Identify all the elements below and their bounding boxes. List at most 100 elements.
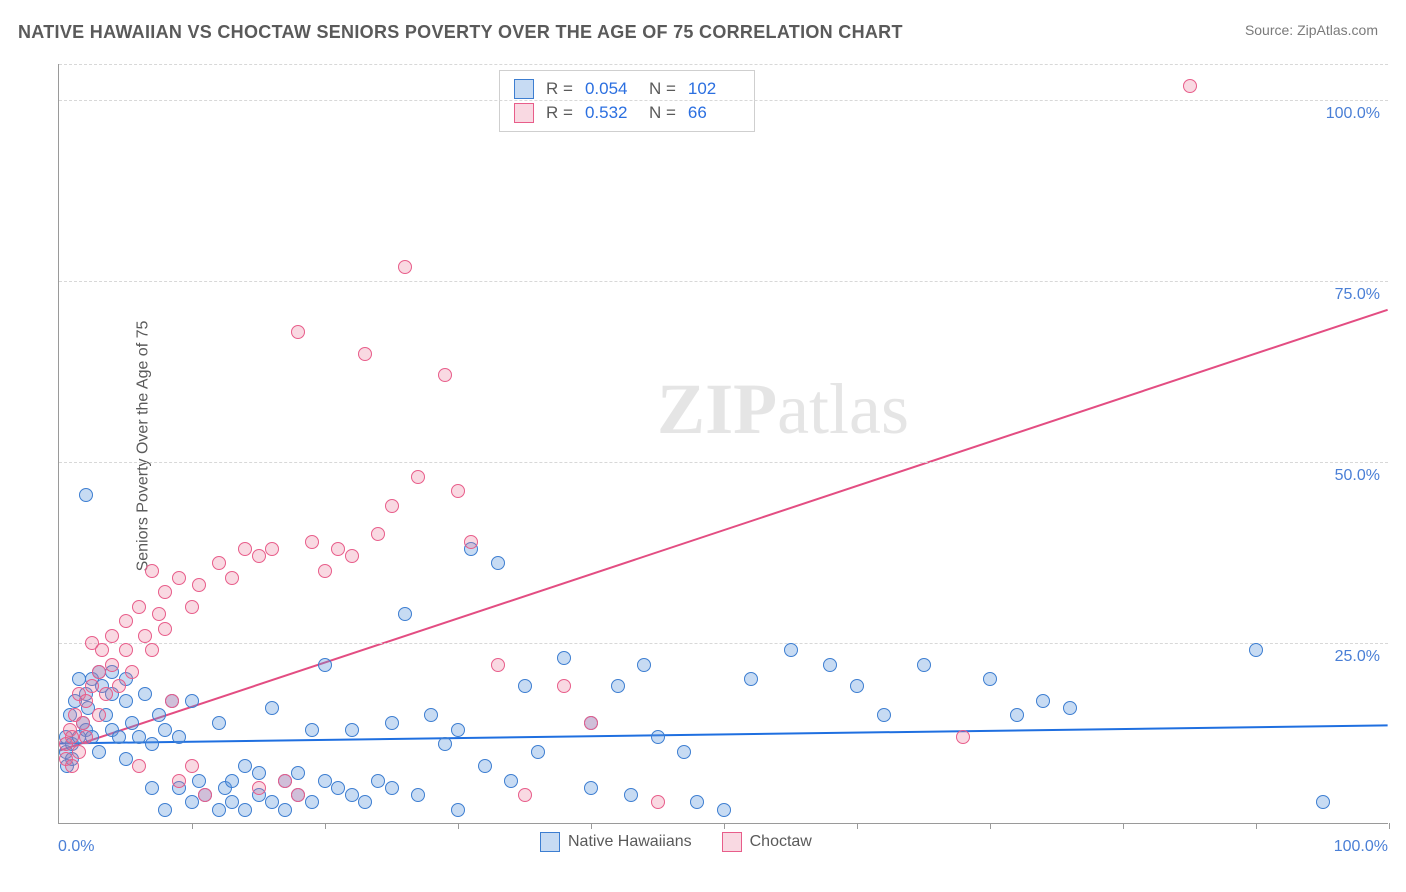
data-point [278, 803, 292, 817]
regression-line [59, 725, 1387, 743]
data-point [172, 774, 186, 788]
data-point [225, 571, 239, 585]
regression-lines [59, 64, 1388, 823]
data-point [1249, 643, 1263, 657]
legend-item: Native Hawaiians [540, 832, 692, 852]
data-point [850, 679, 864, 693]
data-point [345, 549, 359, 563]
data-point [491, 556, 505, 570]
data-point [398, 607, 412, 621]
data-point [345, 723, 359, 737]
data-point [265, 542, 279, 556]
data-point [411, 470, 425, 484]
data-point [917, 658, 931, 672]
data-point [119, 614, 133, 628]
data-point [132, 730, 146, 744]
source-label: Source: [1245, 22, 1297, 38]
data-point [677, 745, 691, 759]
data-point [1010, 708, 1024, 722]
data-point [145, 737, 159, 751]
n-value: 66 [688, 103, 740, 123]
data-point [358, 347, 372, 361]
data-point [79, 730, 93, 744]
data-point [291, 325, 305, 339]
data-point [185, 759, 199, 773]
data-point [291, 788, 305, 802]
data-point [112, 679, 126, 693]
data-point [584, 781, 598, 795]
data-point [158, 803, 172, 817]
data-point [424, 708, 438, 722]
data-point [744, 672, 758, 686]
data-point [584, 716, 598, 730]
x-tick-mark [857, 823, 858, 829]
data-point [1316, 795, 1330, 809]
stats-row: R =0.532N =66 [514, 101, 740, 125]
data-point [105, 658, 119, 672]
data-point [331, 781, 345, 795]
data-point [504, 774, 518, 788]
data-point [451, 803, 465, 817]
data-point [305, 795, 319, 809]
data-point [198, 788, 212, 802]
data-point [105, 629, 119, 643]
data-point [398, 260, 412, 274]
gridline [59, 462, 1388, 463]
x-tick-mark [458, 823, 459, 829]
data-point [318, 658, 332, 672]
gridline [59, 64, 1388, 65]
data-point [85, 679, 99, 693]
gridline [59, 100, 1388, 101]
data-point [518, 679, 532, 693]
data-point [112, 730, 126, 744]
data-point [305, 535, 319, 549]
x-tick-mark [192, 823, 193, 829]
r-label: R = [546, 79, 573, 99]
data-point [158, 585, 172, 599]
data-point [358, 795, 372, 809]
data-point [252, 549, 266, 563]
data-point [877, 708, 891, 722]
data-point [385, 499, 399, 513]
data-point [278, 774, 292, 788]
series-swatch-icon [540, 832, 560, 852]
data-point [92, 665, 106, 679]
data-point [138, 687, 152, 701]
y-tick-label: 75.0% [1335, 286, 1380, 304]
source-value: ZipAtlas.com [1297, 22, 1378, 38]
series-legend: Native HawaiiansChoctaw [540, 832, 812, 852]
watermark-bold: ZIP [657, 369, 777, 449]
x-tick-mark [990, 823, 991, 829]
data-point [1183, 79, 1197, 93]
data-point [79, 694, 93, 708]
data-point [225, 774, 239, 788]
data-point [185, 795, 199, 809]
data-point [212, 716, 226, 730]
data-point [72, 745, 86, 759]
data-point [557, 651, 571, 665]
data-point [132, 759, 146, 773]
data-point [92, 708, 106, 722]
data-point [265, 795, 279, 809]
data-point [145, 643, 159, 657]
data-point [637, 658, 651, 672]
data-point [318, 774, 332, 788]
data-point [371, 527, 385, 541]
data-point [318, 564, 332, 578]
data-point [165, 694, 179, 708]
x-tick-mark [724, 823, 725, 829]
scatter-plot: ZIPatlas R =0.054N =102R =0.532N =66 25.… [58, 64, 1388, 824]
data-point [212, 556, 226, 570]
data-point [651, 795, 665, 809]
data-point [624, 788, 638, 802]
data-point [252, 781, 266, 795]
data-point [158, 723, 172, 737]
data-point [531, 745, 545, 759]
data-point [172, 571, 186, 585]
x-tick-mark [1389, 823, 1390, 829]
stats-row: R =0.054N =102 [514, 77, 740, 101]
data-point [291, 766, 305, 780]
data-point [305, 723, 319, 737]
watermark-light: atlas [777, 369, 909, 449]
x-tick-mark [325, 823, 326, 829]
